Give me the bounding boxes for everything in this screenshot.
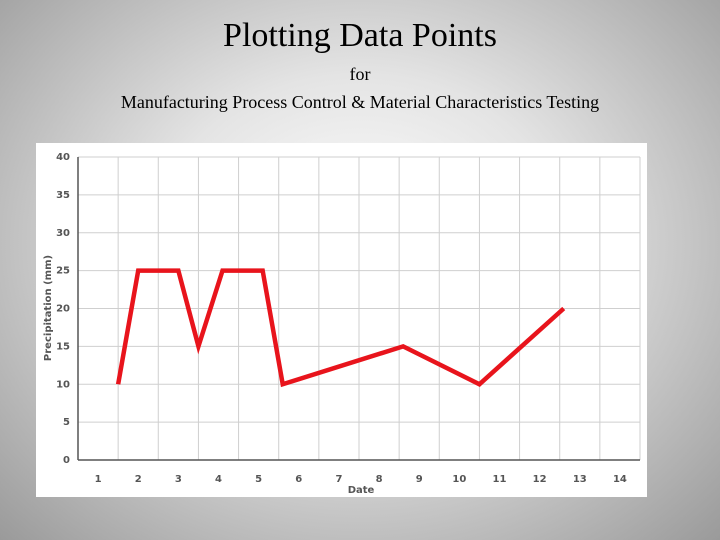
chart-panel [36,143,647,497]
x-tick-label: 5 [255,474,262,485]
x-tick-label: 9 [416,474,423,485]
chart-title: Plotting Data Points [223,17,497,54]
y-tick-label: 25 [56,266,70,277]
x-axis-title: Date [348,485,375,496]
y-tick-label: 15 [56,341,70,352]
y-tick-label: 0 [63,455,70,466]
y-tick-label: 40 [56,152,70,163]
data-line [115,268,566,388]
y-axis-title: Precipitation (mm) [43,255,54,361]
y-tick-label: 35 [56,190,70,201]
y-tick-label: 20 [56,304,70,315]
x-tick-label: 6 [295,474,302,485]
x-tick-label: 11 [493,474,507,485]
x-tick-label: 3 [175,474,182,485]
x-tick-label: 8 [376,474,383,485]
x-tick-label: 14 [613,474,627,485]
x-tick-label: 7 [335,474,342,485]
x-tick-label: 10 [452,474,466,485]
y-tick-label: 5 [63,417,70,428]
x-tick-label: 12 [533,474,547,485]
x-tick-label: 4 [215,474,222,485]
y-tick-label: 30 [56,228,70,239]
x-tick-label: 2 [135,474,142,485]
x-tick-label: 13 [573,474,587,485]
y-tick-label: 10 [56,379,70,390]
subtitle: for [350,64,371,84]
subtitle: Manufacturing Process Control & Material… [121,92,599,112]
x-tick-label: 1 [95,474,102,485]
